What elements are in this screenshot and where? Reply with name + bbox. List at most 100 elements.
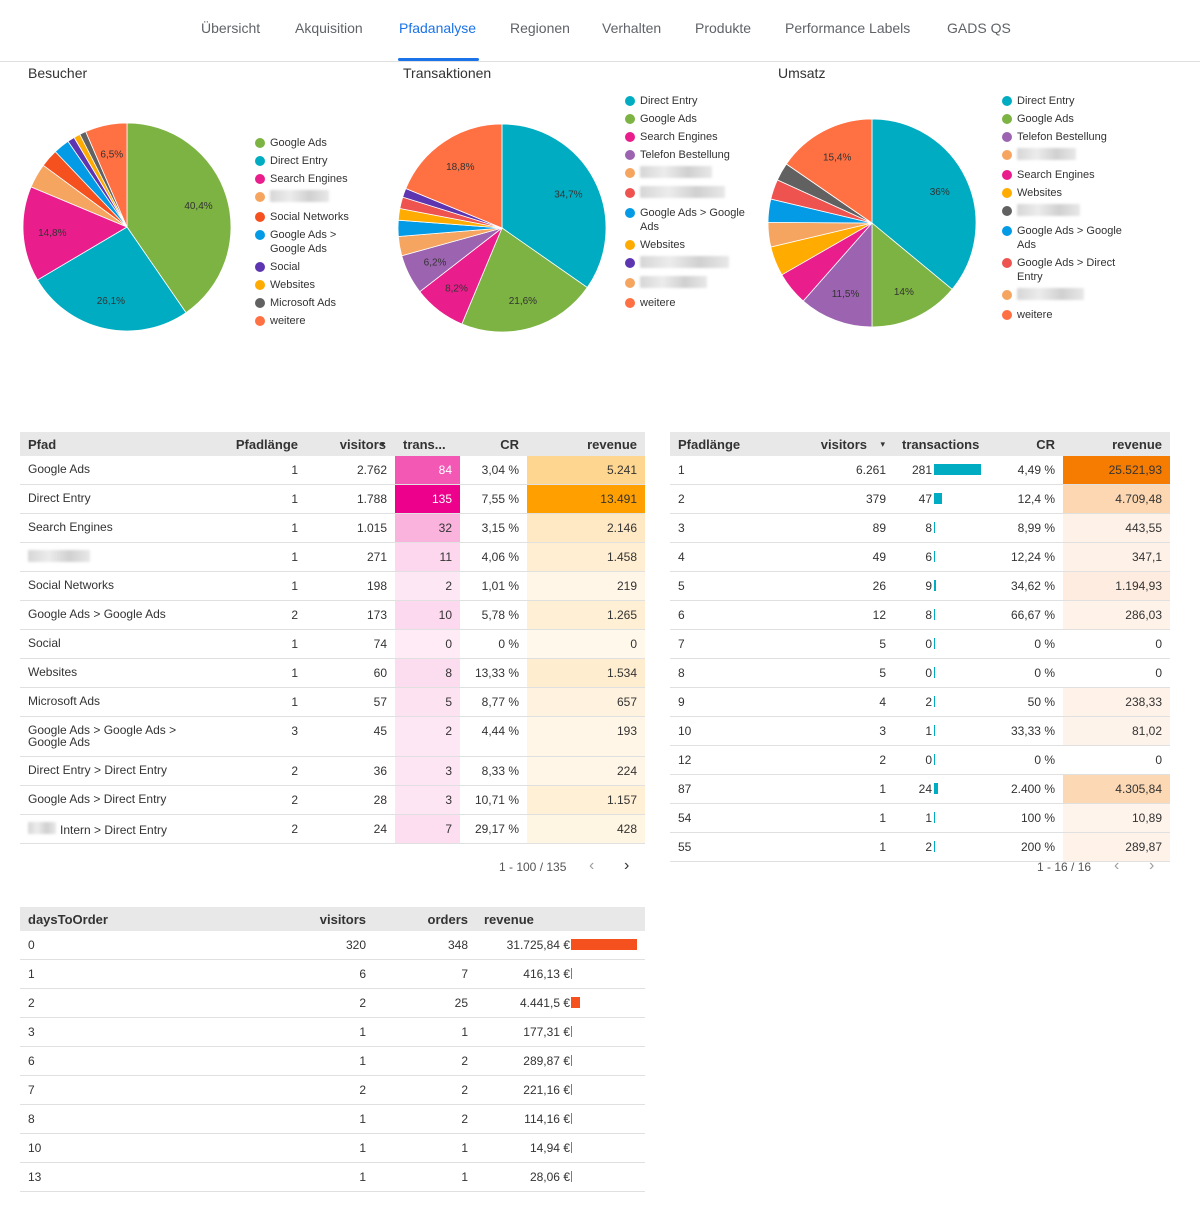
umsatz-legend-item[interactable]: [1002, 204, 1127, 220]
table-row[interactable]: 0 320 348 31.725,84 €: [20, 931, 645, 960]
sort-desc-icon[interactable]: ▾: [380, 439, 385, 449]
length-prev-page-icon[interactable]: ‹: [1114, 857, 1120, 874]
umsatz-pie-chart[interactable]: 36% 14% 11,5% 15,4%: [765, 116, 995, 346]
table-row[interactable]: 4 49 6 12,24 % 347,1: [670, 543, 1170, 572]
umsatz-legend-item[interactable]: [1002, 148, 1127, 164]
table-row[interactable]: Direct Entry 1 1.788 135 7,55 % 13.491: [20, 485, 645, 514]
table-row[interactable]: 9 4 2 50 % 238,33: [670, 688, 1170, 717]
tab-verhalten[interactable]: Verhalten: [602, 20, 662, 36]
table-row[interactable]: Direct Entry > Direct Entry 2 36 3 8,33 % 224: [20, 757, 645, 786]
umsatz-slice-direct-entry-0[interactable]: [871, 118, 977, 290]
besucher-legend-item[interactable]: Social: [255, 260, 365, 274]
transaktionen-slice-direct-entry-0[interactable]: [501, 123, 607, 289]
besucher-legend-item[interactable]: [255, 190, 365, 206]
table-row[interactable]: 12 2 0 0 % 0: [670, 746, 1170, 775]
besucher-slice-search-engines-2[interactable]: [22, 186, 128, 281]
umsatz-slice-google-ads-1[interactable]: [871, 222, 953, 328]
transaktionen-legend-item[interactable]: weitere: [625, 296, 745, 310]
table-row[interactable]: 3 89 8 8,99 % 443,55: [670, 514, 1170, 543]
transaktionen-legend-item[interactable]: [625, 256, 745, 272]
col-transactions[interactable]: transactions: [902, 437, 980, 452]
path-prev-page-icon[interactable]: ‹: [589, 857, 595, 874]
besucher-slice-weitere-9[interactable]: [85, 122, 128, 228]
umsatz-legend-item[interactable]: weitere: [1002, 308, 1127, 322]
table-row[interactable]: Websites 1 60 8 13,33 % 1.534: [20, 659, 645, 688]
tab-akquisition[interactable]: Akquisition: [295, 20, 363, 36]
table-row[interactable]: Social 1 74 0 0 % 0: [20, 630, 645, 659]
besucher-pie-chart[interactable]: 40,4% 26,1% 14,8% 6,5%: [20, 120, 250, 350]
table-row[interactable]: 8 1 2 114,16 €: [20, 1105, 645, 1134]
umsatz-slice-telefon-bestellung-2[interactable]: [802, 221, 873, 328]
tab-regionen[interactable]: Regionen: [510, 20, 570, 36]
besucher-legend-item[interactable]: Direct Entry: [255, 154, 365, 168]
col-pfad[interactable]: Pfad: [28, 437, 57, 452]
col-cr[interactable]: CR: [1036, 437, 1055, 452]
transaktionen-legend-item[interactable]: Google Ads > Google Ads: [625, 206, 745, 234]
besucher-legend-item[interactable]: weitere: [255, 314, 365, 328]
table-row[interactable]: Google Ads > Google Ads 2 173 10 5,78 % 1.265: [20, 601, 645, 630]
table-row[interactable]: 3 1 1 177,31 €: [20, 1018, 645, 1047]
sort-desc-icon[interactable]: ▾: [880, 439, 885, 449]
transaktionen-legend-item[interactable]: Google Ads: [625, 112, 745, 126]
length-next-page-icon[interactable]: ›: [1149, 857, 1155, 874]
col-orders[interactable]: orders: [427, 912, 468, 927]
table-row[interactable]: Microsoft Ads 1 57 5 8,77 % 657: [20, 688, 645, 717]
table-row[interactable]: Social Networks 1 198 2 1,01 % 219: [20, 572, 645, 601]
col-visitors[interactable]: visitors: [820, 437, 867, 452]
table-row[interactable]: 10 3 1 33,33 % 81,02: [670, 717, 1170, 746]
umsatz-legend-item[interactable]: Telefon Bestellung: [1002, 130, 1127, 144]
table-row[interactable]: 54 1 1 100 % 10,89: [670, 804, 1170, 833]
table-row[interactable]: 6 1 2 289,87 €: [20, 1047, 645, 1076]
table-row[interactable]: Search Engines 1 1.015 32 3,15 % 2.146: [20, 514, 645, 543]
transaktionen-legend-item[interactable]: [625, 186, 745, 202]
tab-uebersicht[interactable]: Übersicht: [201, 20, 261, 36]
umsatz-legend-item[interactable]: Websites: [1002, 186, 1127, 200]
table-row[interactable]: 10 1 1 14,94 €: [20, 1134, 645, 1163]
col-revenue[interactable]: revenue: [484, 912, 534, 927]
table-row[interactable]: Google Ads 1 2.762 84 3,04 % 5.241: [20, 456, 645, 485]
table-row[interactable]: 5 26 9 34,62 % 1.194,93: [670, 572, 1170, 601]
table-row[interactable]: 6 12 8 66,67 % 286,03: [670, 601, 1170, 630]
besucher-legend-item[interactable]: Search Engines: [255, 172, 365, 186]
col-revenue[interactable]: revenue: [1112, 437, 1162, 452]
transaktionen-legend-item[interactable]: Websites: [625, 238, 745, 252]
table-row[interactable]: 1 6 7 416,13 €: [20, 960, 645, 989]
table-row[interactable]: Google Ads > Direct Entry 2 28 3 10,71 % 1.15…: [20, 786, 645, 815]
table-row[interactable]: Google Ads > Google Ads > Google Ads 3 45 2…: [20, 717, 645, 757]
col-cr[interactable]: CR: [500, 437, 519, 452]
tab-produkte[interactable]: Produkte: [695, 20, 752, 36]
umsatz-legend-item[interactable]: Direct Entry: [1002, 94, 1127, 108]
table-row[interactable]: 1 271 11 4,06 % 1.458: [20, 543, 645, 572]
transaktionen-legend-item[interactable]: [625, 276, 745, 292]
umsatz-slice-weitere-9[interactable]: [785, 118, 873, 224]
table-row[interactable]: 1 6.261 281 4,49 % 25.521,93: [670, 456, 1170, 485]
table-row[interactable]: 2 2 25 4.441,5 €: [20, 989, 645, 1018]
table-row[interactable]: 2 379 47 12,4 % 4.709,48: [670, 485, 1170, 514]
table-row[interactable]: 87 1 24 2.400 % 4.305,84: [670, 775, 1170, 804]
col-revenue[interactable]: revenue: [587, 437, 637, 452]
transaktionen-legend-item[interactable]: Search Engines: [625, 130, 745, 144]
besucher-legend-item[interactable]: Google Ads: [255, 136, 365, 150]
transaktionen-slice-google-ads-1[interactable]: [461, 227, 588, 333]
tab-gads-qs[interactable]: GADS QS: [947, 20, 1011, 36]
besucher-legend-item[interactable]: Social Networks: [255, 210, 365, 224]
transaktionen-legend-item[interactable]: Telefon Bestellung: [625, 148, 745, 162]
umsatz-legend-item[interactable]: Search Engines: [1002, 168, 1127, 182]
transaktionen-slice-weitere-9[interactable]: [405, 123, 503, 229]
umsatz-legend-item[interactable]: Google Ads > Direct Entry: [1002, 256, 1127, 284]
table-row[interactable]: 55 1 2 200 % 289,87: [670, 833, 1170, 862]
umsatz-legend-item[interactable]: Google Ads > Google Ads: [1002, 224, 1127, 252]
table-row[interactable]: 7 5 0 0 % 0: [670, 630, 1170, 659]
transaktionen-legend-item[interactable]: [625, 166, 745, 182]
col-visitors[interactable]: visitors: [319, 912, 366, 927]
table-row[interactable]: Intern > Direct Entry 2 24 7 29,17 % 428: [20, 815, 645, 844]
umsatz-legend-item[interactable]: [1002, 288, 1127, 304]
transaktionen-pie-chart[interactable]: 34,7% 21,6% 8,2% 6,2% 18,8%: [395, 121, 625, 351]
besucher-legend-item[interactable]: Websites: [255, 278, 365, 292]
col-pfadlaenge[interactable]: Pfadlänge: [235, 437, 298, 452]
besucher-legend-item[interactable]: Google Ads > Google Ads: [255, 228, 365, 256]
col-transactions[interactable]: trans...: [403, 437, 446, 452]
besucher-slice-direct-entry-1[interactable]: [36, 226, 187, 332]
col-visitors[interactable]: visitors: [339, 437, 386, 452]
tab-pfadanalyse[interactable]: Pfadanalyse: [399, 20, 477, 36]
